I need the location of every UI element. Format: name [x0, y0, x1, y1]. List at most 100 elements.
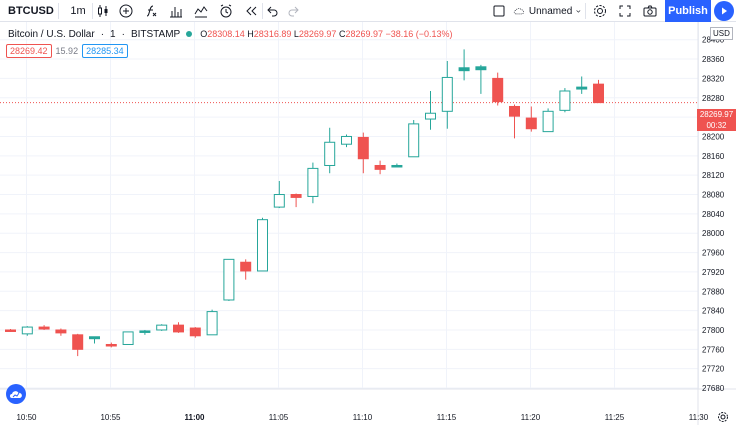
bar-chart-icon: [170, 7, 182, 18]
replay-button[interactable]: [240, 0, 262, 22]
settings-button[interactable]: [589, 0, 611, 22]
fullscreen-button[interactable]: [614, 0, 636, 22]
candle-body: [425, 112, 436, 120]
fullscreen-icon: [619, 5, 631, 17]
select-all-checkbox[interactable]: [488, 0, 510, 22]
buy-price-button[interactable]: 28285.34: [82, 44, 128, 58]
price-tick-label: 28000: [702, 229, 725, 238]
candle: [173, 322, 184, 333]
line-chart-button[interactable]: [190, 0, 212, 22]
undo-icon: [267, 6, 278, 17]
candle-body: [206, 311, 218, 336]
chevron-down-icon: [576, 10, 581, 13]
price-tick-label: 28040: [702, 210, 725, 219]
candle-body: [122, 331, 134, 345]
price-axis: 2840028360283202828028240282002816028120…: [702, 36, 725, 393]
alert-button[interactable]: [215, 0, 237, 22]
axis-settings-button[interactable]: [716, 410, 730, 424]
candle-body: [441, 76, 453, 112]
candle: [273, 180, 285, 209]
bid-ask-legend: 28269.42 15.92 28285.34: [6, 44, 128, 58]
candle-body: [173, 324, 184, 333]
time-tick-label: 11:15: [437, 413, 457, 422]
bar-chart-button[interactable]: [165, 0, 187, 22]
price-chart[interactable]: 2840028360283202828028240282002816028120…: [0, 22, 736, 425]
price-tick-label: 28160: [702, 152, 725, 161]
open-value: 28308.14: [207, 29, 245, 39]
redo-button[interactable]: [282, 0, 304, 22]
camera-icon: [643, 5, 657, 17]
layout-name-label: Unnamed: [528, 5, 573, 17]
candle-body: [509, 105, 520, 117]
time-axis: 10:50 10:55 11:00 11:05 11:10 11:15 11:20 11:25…: [16, 413, 708, 422]
play-button[interactable]: [714, 1, 734, 21]
candle-body: [21, 326, 33, 335]
candle: [38, 325, 50, 330]
candle-body: [542, 110, 554, 133]
price-tick-label: 27880: [702, 287, 725, 296]
candle: [408, 120, 420, 158]
chart-grid: [0, 22, 699, 389]
undo-button[interactable]: [262, 0, 284, 22]
candles-icon: [98, 5, 108, 17]
candle: [122, 331, 134, 345]
candle: [72, 333, 84, 357]
candle: [206, 309, 218, 336]
candle-body: [576, 86, 588, 90]
gear-icon: [718, 412, 728, 422]
candle: [55, 328, 67, 336]
cloud-logo-icon: [10, 391, 22, 398]
publish-button[interactable]: Publish: [665, 0, 711, 22]
time-tick-label: 11:25: [605, 413, 625, 422]
candle-body: [240, 261, 252, 272]
cloud-icon: [513, 8, 524, 15]
spread-value: 15.92: [55, 46, 79, 56]
symbol-title[interactable]: Bitcoin / U.S. Dollar: [8, 28, 95, 40]
candle: [374, 160, 386, 175]
line-chart-icon: [194, 6, 208, 18]
candle: [525, 106, 537, 132]
indicators-button[interactable]: [140, 0, 162, 22]
price-tick-label: 28080: [702, 191, 725, 200]
candle-body: [257, 219, 268, 272]
candle: [240, 259, 252, 280]
price-tick-label: 28320: [702, 74, 725, 83]
interval-button[interactable]: 1m: [70, 5, 86, 17]
symbol-search-button[interactable]: BTCUSD: [8, 5, 54, 17]
candle-body: [89, 336, 100, 340]
candle-body: [189, 327, 201, 337]
candle: [559, 88, 571, 113]
candle-body: [391, 164, 403, 168]
candle-body: [55, 329, 67, 334]
candle: [21, 326, 33, 336]
candle-body: [324, 141, 336, 166]
snapshot-button[interactable]: [639, 0, 661, 22]
last-price-value: 28269.97: [699, 110, 734, 119]
candle: [307, 162, 319, 204]
candle: [509, 104, 520, 139]
candle: [593, 79, 604, 104]
candle: [475, 64, 487, 94]
price-tick-label: 27680: [702, 384, 725, 393]
currency-badge[interactable]: USD: [710, 27, 733, 40]
candle: [441, 60, 453, 129]
close-value: 28269.97: [345, 29, 383, 39]
ohlc-values: O28308.14 H28316.89 L28269.97 C28269.97 …: [200, 29, 453, 39]
toolbar-divider: [58, 3, 59, 19]
candle: [391, 163, 403, 168]
candle-body: [5, 329, 16, 332]
legend-exchange: BITSTAMP: [130, 28, 181, 40]
price-tick-label: 27800: [702, 326, 725, 335]
candle-body: [273, 194, 285, 208]
price-tick-label: 28200: [702, 132, 725, 141]
tradingview-logo[interactable]: [6, 384, 26, 404]
chart-style-button[interactable]: [92, 0, 114, 22]
compare-symbol-button[interactable]: [115, 0, 137, 22]
candle: [290, 193, 302, 208]
candles-series: [5, 49, 604, 357]
candle: [105, 342, 117, 348]
layout-name-button[interactable]: Unnamed: [513, 0, 581, 22]
sell-price-button[interactable]: 28269.42: [6, 44, 52, 58]
price-tick-label: 27720: [702, 365, 725, 374]
price-tick-label: 27920: [702, 268, 725, 277]
